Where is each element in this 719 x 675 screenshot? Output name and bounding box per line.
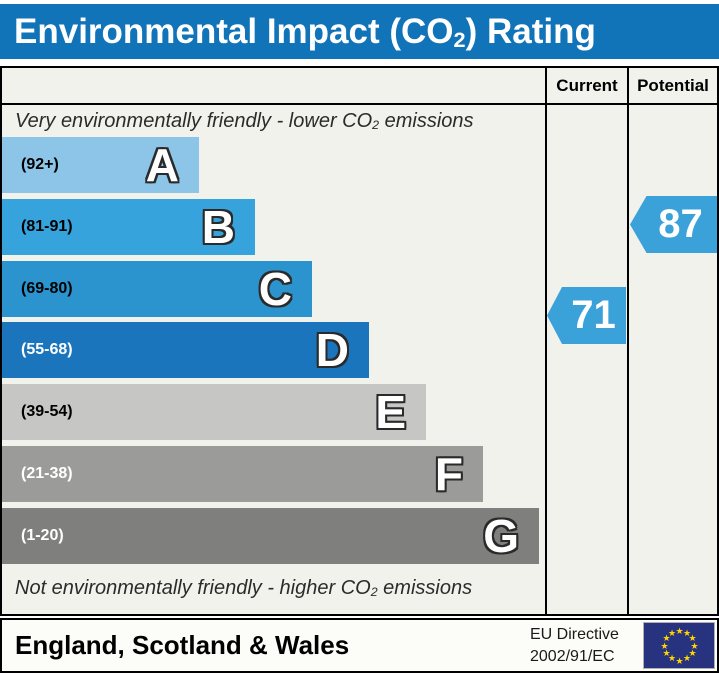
eu-flag-star: ★ bbox=[690, 640, 699, 651]
eu-flag-star: ★ bbox=[660, 640, 669, 651]
band-row-D: (55-68) D bbox=[2, 322, 369, 378]
band-bar-C: (69-80) C bbox=[2, 261, 312, 317]
rating-bands: (92+) A (81-91) B (69-80) C (55-68) D (39-54) E (2… bbox=[2, 68, 545, 614]
current-rating-pointer: 71 bbox=[547, 287, 626, 344]
current-column-divider bbox=[545, 68, 547, 614]
band-row-G: (1-20) G bbox=[2, 508, 539, 564]
eu-directive-label: EU Directive 2002/91/EC bbox=[530, 626, 619, 665]
band-letter-G: G bbox=[483, 510, 519, 562]
eu-flag-star: ★ bbox=[662, 648, 671, 658]
eu-flag-icon: ★ ★ ★ ★ ★ ★ ★ ★ ★ ★ ★ ★ bbox=[643, 622, 715, 669]
potential-column-header: Potential bbox=[637, 76, 709, 95]
top-caption: Very environmentally friendly - lower CO… bbox=[15, 110, 474, 133]
band-bar-E: (39-54) E bbox=[2, 384, 426, 440]
title-text: Environmental Impact (CO bbox=[14, 12, 454, 51]
band-range-label-D: (55-68) bbox=[21, 341, 73, 358]
band-bar-F: (21-38) F bbox=[2, 446, 483, 502]
eu-flag-star: ★ bbox=[682, 653, 692, 664]
bottom-caption: Not environmentally friendly - higher CO… bbox=[15, 577, 473, 600]
eu-flag-star: ★ bbox=[682, 627, 692, 638]
band-letter-A: A bbox=[145, 139, 179, 191]
footer: England, Scotland & Wales EU Directive 2… bbox=[0, 618, 719, 673]
band-range-label-E: (39-54) bbox=[21, 403, 73, 420]
band-range-label-F: (21-38) bbox=[21, 465, 73, 482]
band-bar-D: (55-68) D bbox=[2, 322, 369, 378]
eu-flag-star: ★ bbox=[688, 648, 697, 658]
band-row-C: (69-80) C bbox=[2, 261, 312, 317]
band-letter-D: D bbox=[315, 324, 349, 376]
title-subscript: 2 bbox=[453, 26, 466, 52]
eu-flag-star: ★ bbox=[667, 653, 677, 664]
band-range-label-G: (1-20) bbox=[21, 527, 64, 544]
band-bar-A: (92+) A bbox=[2, 137, 199, 193]
band-letter-E: E bbox=[375, 386, 406, 438]
band-bar-G: (1-20) G bbox=[2, 508, 539, 564]
eu-flag-star: ★ bbox=[688, 633, 697, 643]
eu-flag-star: ★ bbox=[662, 633, 671, 643]
band-row-B: (81-91) B bbox=[2, 199, 255, 255]
band-range-label-B: (81-91) bbox=[21, 218, 73, 235]
band-range-label-C: (69-80) bbox=[21, 280, 73, 297]
current-column-header: Current bbox=[556, 76, 618, 95]
band-row-F: (21-38) F bbox=[2, 446, 483, 502]
title-text-end: ) Rating bbox=[465, 12, 596, 51]
page-title: Environmental Impact (CO2) Rating bbox=[0, 4, 719, 59]
header-divider bbox=[2, 103, 717, 105]
band-letter-F: F bbox=[434, 448, 463, 500]
eu-flag-star: ★ bbox=[667, 627, 677, 638]
band-letter-C: C bbox=[258, 263, 292, 315]
band-range-label-A: (92+) bbox=[21, 156, 59, 173]
potential-rating-pointer: 87 bbox=[630, 196, 717, 253]
band-letter-B: B bbox=[201, 201, 235, 253]
eu-flag-star: ★ bbox=[675, 655, 684, 666]
band-row-E: (39-54) E bbox=[2, 384, 426, 440]
band-bar-B: (81-91) B bbox=[2, 199, 255, 255]
eu-flag-star: ★ bbox=[675, 625, 684, 636]
band-row-A: (92+) A bbox=[2, 137, 199, 193]
region-label: England, Scotland & Wales bbox=[15, 630, 350, 660]
potential-column-divider bbox=[627, 68, 629, 614]
